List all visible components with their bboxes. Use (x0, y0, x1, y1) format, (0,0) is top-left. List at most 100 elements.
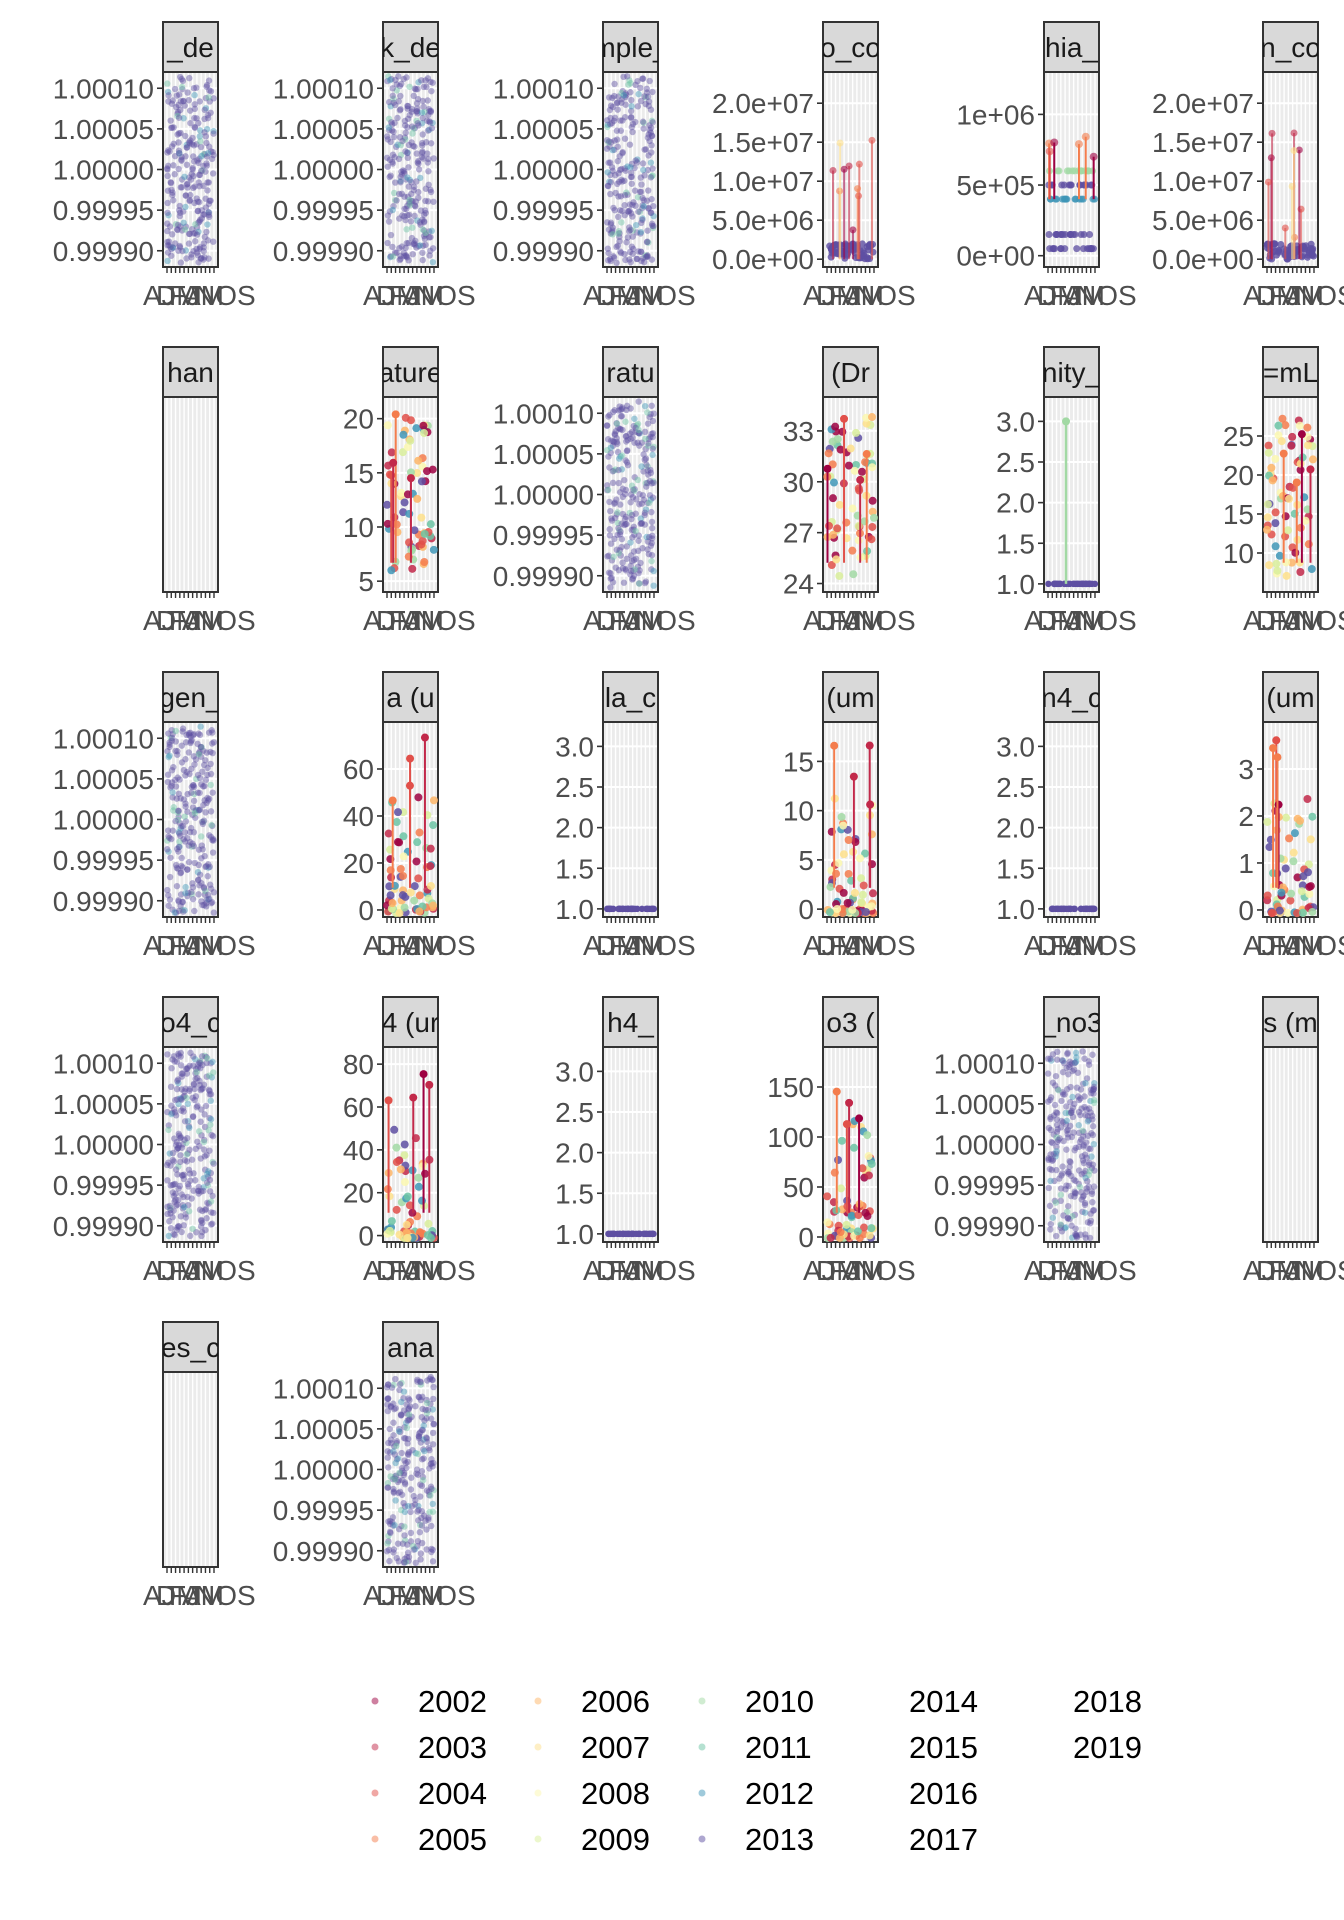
data-point (196, 182, 203, 190)
facet-strip-label: k_de (380, 32, 441, 63)
data-point (631, 187, 639, 194)
data-point (420, 83, 427, 91)
data-point (627, 567, 635, 575)
data-point (1072, 1225, 1079, 1232)
data-point (643, 533, 650, 541)
data-point (617, 207, 624, 214)
data-point (422, 185, 430, 192)
data-point (609, 442, 617, 449)
data-point (194, 789, 201, 796)
data-point (628, 103, 635, 110)
facet-strip-label: ratu (606, 357, 654, 388)
data-point (201, 254, 208, 261)
data-point (401, 134, 409, 141)
data-point (631, 474, 638, 481)
data-point (207, 1221, 215, 1228)
data-point (1295, 421, 1304, 430)
data-point (191, 114, 198, 122)
data-point (616, 489, 624, 496)
data-point (830, 741, 839, 750)
legend-item: 2009 (534, 1822, 650, 1857)
data-point (206, 1188, 214, 1195)
y-tick-label: 1.00010 (53, 723, 154, 754)
data-point (174, 865, 182, 872)
data-point (392, 1158, 401, 1167)
data-point (1071, 1193, 1078, 1200)
data-point (421, 207, 429, 214)
data-point (609, 579, 617, 586)
data-point (400, 168, 408, 175)
data-point (178, 83, 186, 91)
data-point (205, 179, 212, 186)
data-point (1277, 240, 1285, 248)
data-point (411, 212, 418, 220)
data-point (614, 242, 622, 249)
y-tick-label: 1.00005 (493, 114, 594, 145)
data-point (164, 771, 172, 778)
data-point (633, 255, 640, 263)
data-point (175, 165, 182, 173)
data-point (636, 188, 644, 196)
data-point (834, 859, 843, 868)
data-point (392, 179, 399, 186)
data-point (643, 197, 651, 204)
legend-label: 2003 (418, 1730, 487, 1765)
data-point (412, 198, 419, 205)
data-point (606, 411, 613, 419)
data-point (182, 223, 190, 230)
data-point (164, 172, 171, 180)
data-point (1065, 1170, 1072, 1177)
data-point (623, 555, 630, 562)
data-point (630, 548, 638, 555)
data-point (172, 221, 180, 228)
data-point (387, 1473, 394, 1480)
data-point (414, 85, 421, 93)
data-point (629, 201, 636, 209)
data-point (627, 491, 635, 498)
data-point (853, 1227, 862, 1236)
data-point (389, 151, 397, 158)
facet-strip-label: hia_ (1045, 32, 1098, 63)
data-point (622, 91, 630, 99)
data-point (410, 526, 419, 535)
legend-item: 2007 (534, 1730, 650, 1765)
data-point (419, 226, 427, 233)
data-point (627, 114, 635, 121)
data-point (644, 253, 651, 260)
data-point (649, 172, 656, 179)
data-point (627, 113, 635, 121)
legend-item: 2014 (909, 1684, 978, 1719)
data-point (390, 1549, 397, 1556)
data-point (191, 91, 198, 99)
data-point (179, 98, 187, 105)
data-point (195, 730, 202, 737)
data-point (630, 487, 638, 495)
data-point (630, 245, 637, 253)
data-point (622, 521, 629, 528)
data-point (409, 250, 416, 258)
data-point (386, 1557, 393, 1565)
data-point (1271, 508, 1280, 517)
data-point (648, 524, 656, 532)
data-point (623, 543, 630, 550)
data-point (1089, 152, 1098, 161)
data-point (617, 249, 625, 257)
x-tick-label: FJ (609, 280, 640, 311)
data-point (619, 559, 626, 566)
data-point (412, 424, 421, 433)
data-point (423, 1435, 431, 1442)
data-point (404, 193, 412, 200)
data-point (609, 468, 617, 475)
data-point (647, 209, 655, 216)
data-point (407, 1529, 415, 1537)
data-point (428, 227, 435, 235)
data-point (182, 883, 189, 891)
y-tick-label: 2.0 (996, 813, 1035, 844)
data-point (200, 256, 207, 263)
data-point (175, 130, 183, 137)
data-point (1263, 244, 1271, 252)
data-point (185, 1183, 192, 1190)
